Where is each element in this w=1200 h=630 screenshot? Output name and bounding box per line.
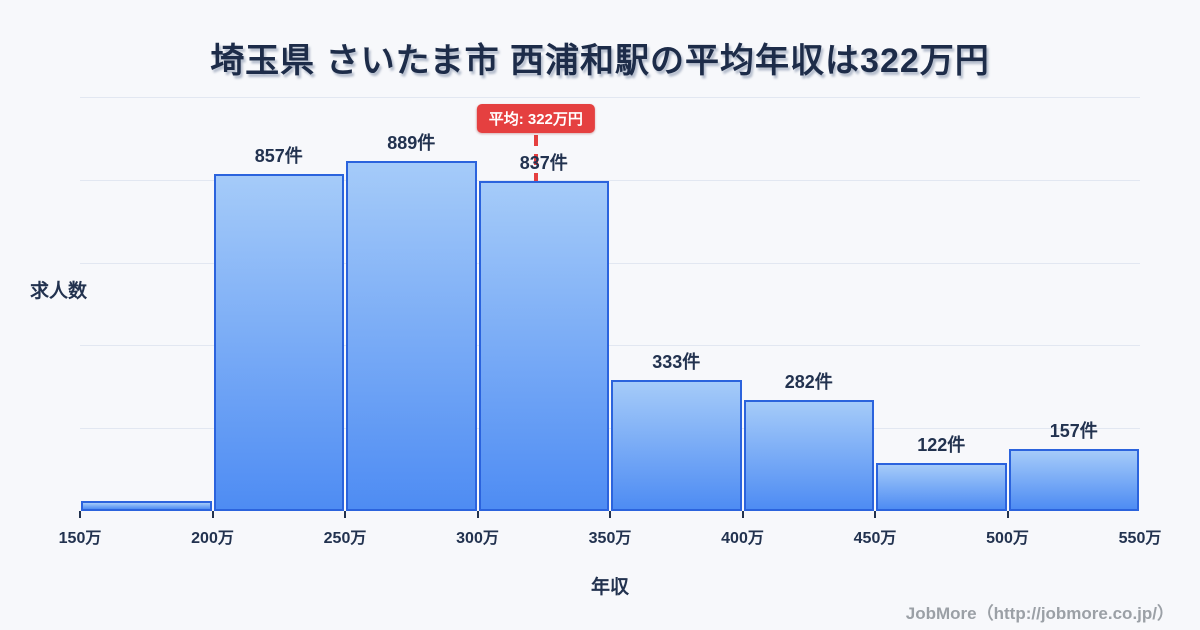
bar (876, 463, 1007, 511)
x-tick-label: 250万 (323, 530, 367, 547)
y-axis-title: 求人数 (30, 281, 88, 302)
x-tick-label: 450万 (853, 530, 897, 547)
bar (1008, 449, 1139, 511)
x-tick-label: 550万 (1118, 530, 1162, 547)
bar (81, 501, 212, 511)
x-tick-label: 200万 (191, 530, 234, 547)
bar (478, 181, 609, 511)
bar (743, 400, 874, 511)
axis-tick (1006, 511, 1009, 518)
x-tick-label: 500万 (986, 530, 1029, 547)
axis-tick (79, 511, 81, 518)
axis-tick (344, 511, 346, 518)
x-axis-title: 年収 (590, 577, 629, 598)
bar-count-label: 122件 (917, 435, 966, 455)
gridline (80, 262, 1140, 264)
axis-tick (211, 511, 214, 518)
bar-count-label: 857件 (254, 146, 303, 166)
plot-area: 平均: 322万円 857件 889件 837件 333件 282件 122件 157件 15… (59, 97, 1161, 547)
bar-count-label: 282件 (784, 372, 833, 392)
bar (346, 161, 477, 511)
chart-title: 埼玉県 さいたま市 西浦和駅の平均年収は322万円 (210, 42, 990, 80)
x-tick-label: 400万 (721, 530, 764, 547)
x-tick-label: 350万 (588, 530, 632, 547)
axis-tick (874, 511, 876, 518)
bar-count-label: 837件 (519, 153, 568, 173)
footer-credit: JobMore（http://jobmore.co.jp/） (905, 604, 1174, 623)
gridline (80, 428, 1140, 430)
x-tick-label: 150万 (58, 530, 102, 547)
bar-count-label: 889件 (387, 133, 436, 153)
bar-count-label: 157件 (1049, 421, 1098, 441)
bar (213, 174, 344, 511)
gridline (80, 345, 1140, 347)
average-badge: 平均: 322万円 (476, 104, 595, 133)
gridline (80, 97, 1140, 98)
axis-tick (741, 511, 744, 518)
axis-tick (609, 511, 611, 518)
bar (611, 380, 742, 511)
gridline (80, 179, 1140, 181)
bar-count-label: 333件 (652, 352, 701, 372)
axis-tick (476, 511, 479, 518)
x-tick-label: 300万 (456, 530, 499, 547)
